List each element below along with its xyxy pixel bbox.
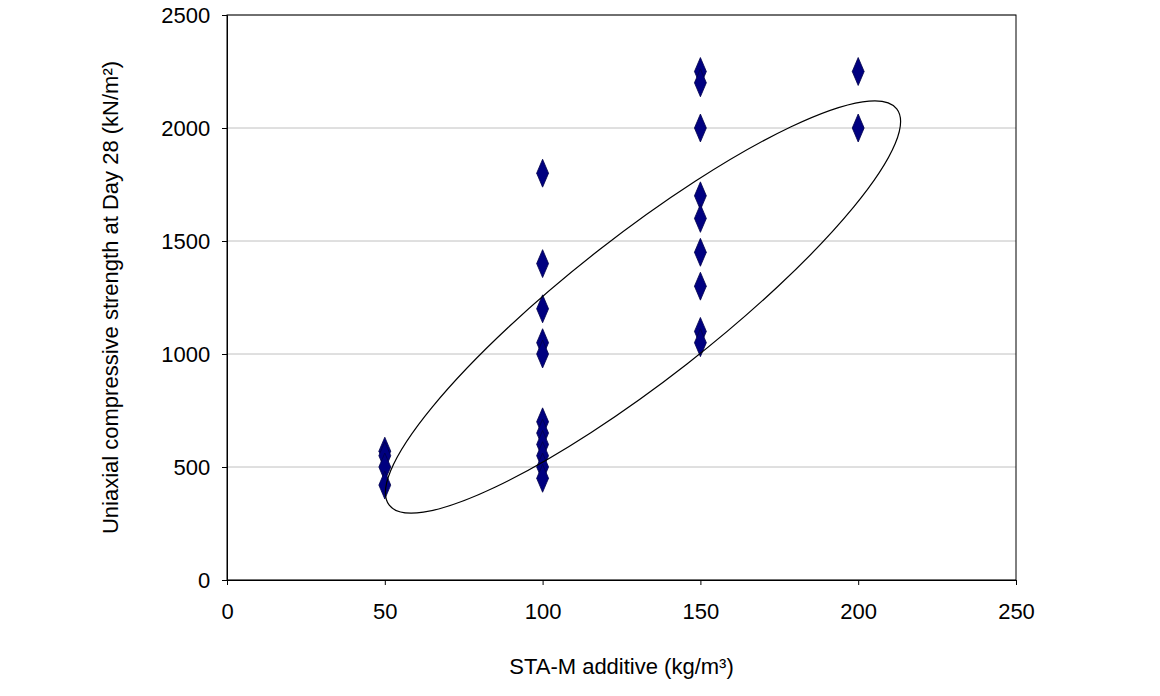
tick-label: 0: [221, 599, 233, 624]
tick-label: 200: [840, 599, 877, 624]
tick: 150: [683, 580, 720, 624]
tick-mark: [222, 354, 227, 355]
grid-line: [227, 241, 1016, 242]
tick: 500: [173, 455, 227, 480]
tick: 0: [221, 580, 233, 624]
tick-label: 50: [373, 599, 397, 624]
point: [537, 340, 549, 368]
tick: 100: [525, 580, 562, 624]
point: [694, 69, 706, 97]
tick: 2000: [161, 116, 227, 141]
tick-label: 1000: [161, 342, 210, 367]
grid-line: [227, 128, 1016, 129]
grid: [227, 15, 1016, 580]
plot: 05010015020025005001000150020002500: [161, 3, 1035, 624]
tick-mark: [858, 580, 859, 585]
tick-label: 2500: [161, 3, 210, 28]
point: [537, 159, 549, 187]
grid-line: [227, 467, 1016, 468]
axis-line: [228, 581, 1017, 586]
tick-label: 500: [173, 455, 210, 480]
tick-mark: [222, 467, 227, 468]
point: [537, 464, 549, 492]
point: [694, 272, 706, 300]
tick-label: 2000: [161, 116, 210, 141]
tick: 200: [840, 580, 877, 624]
tick-mark: [222, 15, 227, 16]
tick-label: 100: [525, 599, 562, 624]
highlight-ellipse: [345, 52, 941, 562]
tick: 0: [198, 568, 227, 593]
tick-mark: [222, 241, 227, 242]
point: [694, 204, 706, 232]
tick: 50: [373, 580, 397, 624]
point: [852, 58, 864, 86]
point: [694, 329, 706, 357]
tick-mark: [700, 580, 701, 585]
points: [379, 58, 864, 499]
tick-mark: [222, 128, 227, 129]
tick: 250: [998, 580, 1035, 624]
tick: 1500: [161, 229, 227, 254]
tick-mark: [1016, 580, 1017, 585]
plot-frame: [227, 15, 1016, 580]
tick-mark: [222, 580, 227, 581]
tick: 2500: [161, 3, 227, 28]
grid-line: [227, 354, 1016, 355]
y-axis-title: Uniaxial compressive strength at Day 28 …: [98, 61, 123, 534]
x-axis: 0 50 100 150 200 250: [221, 580, 1034, 624]
chart: 05010015020025005001000150020002500STA-M…: [0, 0, 1160, 696]
tick: 1000: [161, 342, 227, 367]
point: [537, 295, 549, 323]
point: [852, 114, 864, 142]
point: [537, 250, 549, 278]
tick-label: 1500: [161, 229, 210, 254]
tick-label: 250: [998, 599, 1035, 624]
tick-label: 0: [198, 568, 210, 593]
y-axis: 0 500 1000 1500 2000 2500: [161, 3, 227, 593]
x-axis-title: STA-M additive (kg/m³): [509, 654, 734, 679]
tick-label: 150: [683, 599, 720, 624]
tick-mark: [385, 580, 386, 585]
point: [694, 114, 706, 142]
tick-mark: [543, 580, 544, 585]
point: [694, 238, 706, 266]
